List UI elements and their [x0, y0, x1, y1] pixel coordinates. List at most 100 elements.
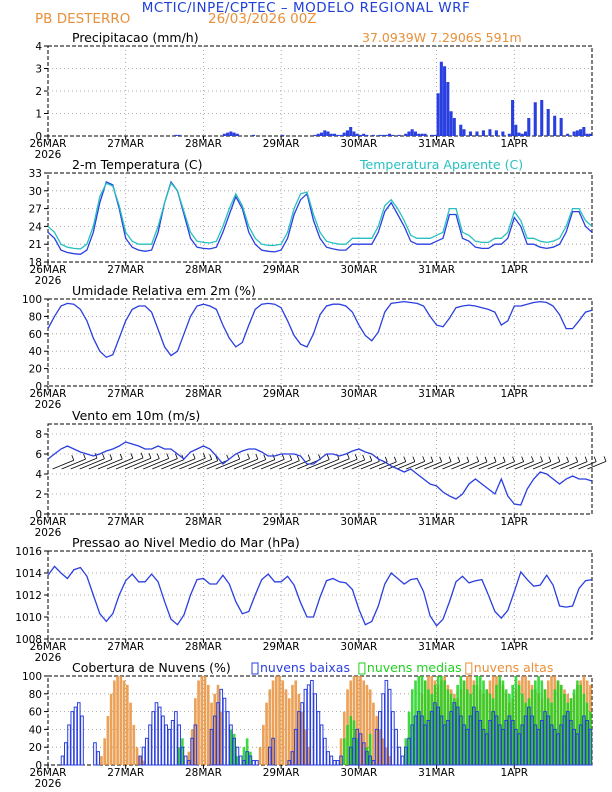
precip-xtick-label: 31MAR [418, 138, 455, 150]
precip-bar [281, 134, 285, 136]
cloud-bar [251, 760, 256, 766]
cloud-bar [287, 698, 291, 765]
clouds-year-label: 2026 [35, 778, 62, 790]
cloud-bar [290, 751, 295, 766]
precip-bar [365, 134, 369, 136]
cloud-bar [540, 680, 544, 765]
cloud-bar [575, 733, 580, 766]
precip-bar [507, 133, 511, 136]
wind-barb-flag [584, 456, 588, 462]
cloud-bar [209, 728, 214, 766]
precip-bar [433, 134, 437, 136]
wind-xtick-label: 26MAR [30, 516, 67, 528]
cloud-bar [151, 711, 156, 766]
cloud-bar [206, 684, 210, 765]
cloud-bar [174, 711, 178, 766]
cloud-bar [219, 711, 223, 765]
wind-barb-flag [307, 454, 311, 461]
wind-barb-flag [531, 456, 534, 462]
cloud-bar [504, 689, 508, 765]
cloud-bar [374, 728, 379, 766]
precip-xtick-label: 29MAR [263, 138, 300, 150]
cloud-bar [446, 720, 450, 766]
precip-bar [339, 134, 343, 136]
cloud-bar [569, 720, 573, 766]
cloud-bar [465, 728, 470, 766]
cloud-bar [355, 728, 360, 766]
cloud-bar [543, 711, 547, 766]
cloud-bar [453, 698, 456, 765]
wind-barb-flag [448, 456, 452, 462]
pressure-xtick-label: 31MAR [418, 641, 455, 653]
precip-xtick-label: 30MAR [340, 138, 377, 150]
cloud-bar [349, 716, 353, 765]
precip-bar [410, 129, 414, 136]
cloud-bar [514, 676, 518, 765]
precip-title: Precipitacao (mm/h) [72, 30, 199, 45]
cloud-bar [589, 711, 592, 765]
pressure-xtick-label: 26MAR [30, 641, 67, 653]
rh-ytick-label: 20 [29, 364, 42, 376]
cloud-bar [190, 737, 194, 766]
wind-barb [306, 459, 330, 470]
cloud-bar [495, 684, 498, 765]
precip-bar [546, 109, 550, 136]
wind-barb-flag [512, 456, 515, 462]
precip-xtick-label: 1APR [501, 138, 529, 150]
cloud-bar [585, 720, 589, 766]
precip-bar [391, 134, 395, 136]
wind-barb [578, 461, 597, 470]
cloud-bar [462, 680, 466, 765]
cloud-bar [265, 702, 268, 765]
cloud-bar [484, 733, 489, 766]
precip-bar [420, 133, 424, 136]
precip-bar [378, 134, 382, 136]
wind-barb [469, 461, 488, 470]
cloud-bar [109, 693, 113, 765]
cloud-bar [352, 720, 356, 765]
precip-bar [407, 131, 411, 136]
cloud-bar [466, 689, 469, 765]
cloud-bar [475, 676, 479, 765]
precip-bar [222, 133, 226, 136]
wind-barb [478, 461, 497, 470]
cloud-bar [378, 711, 382, 766]
cloud-bar [563, 693, 566, 765]
model-run-date: 26/03/2026 00Z [208, 11, 317, 27]
cloud-bar [417, 676, 421, 765]
precip-bar [585, 133, 589, 136]
cloud-bar [452, 702, 457, 766]
cloud-bar [475, 711, 479, 766]
precip-bar [582, 127, 586, 136]
clouds-frame [47, 675, 593, 766]
wind-barb-flag [575, 456, 579, 462]
wind-barb [333, 458, 358, 470]
wind-barb [396, 461, 415, 470]
cloud-bar [271, 680, 275, 765]
cloud-bar [550, 702, 553, 765]
precip-bar [423, 133, 427, 136]
cloud-bar [426, 720, 431, 766]
cloud-bar [232, 733, 236, 765]
wind-barb-flag [439, 456, 443, 462]
cloud-bar [135, 747, 139, 765]
pressure-xtick-label: 29MAR [263, 641, 300, 653]
clouds-xtick-label: 1APR [501, 767, 529, 779]
clouds-xtick-label: 31MAR [418, 767, 455, 779]
precip-xtick-label: 27MAR [107, 138, 144, 150]
cloud-bar [504, 720, 509, 766]
cloud-bar [213, 693, 217, 765]
cloud-bar [144, 737, 149, 766]
wind-barb [242, 459, 266, 470]
cloud-bar [177, 724, 181, 766]
cloud-bar [141, 746, 146, 766]
cloud-bar [410, 724, 415, 766]
cloud-bar [368, 755, 373, 766]
precip-bar [174, 134, 178, 136]
wind-barb-flag [540, 456, 543, 462]
cloud-bar [235, 746, 240, 766]
cloud-bar [572, 689, 576, 765]
